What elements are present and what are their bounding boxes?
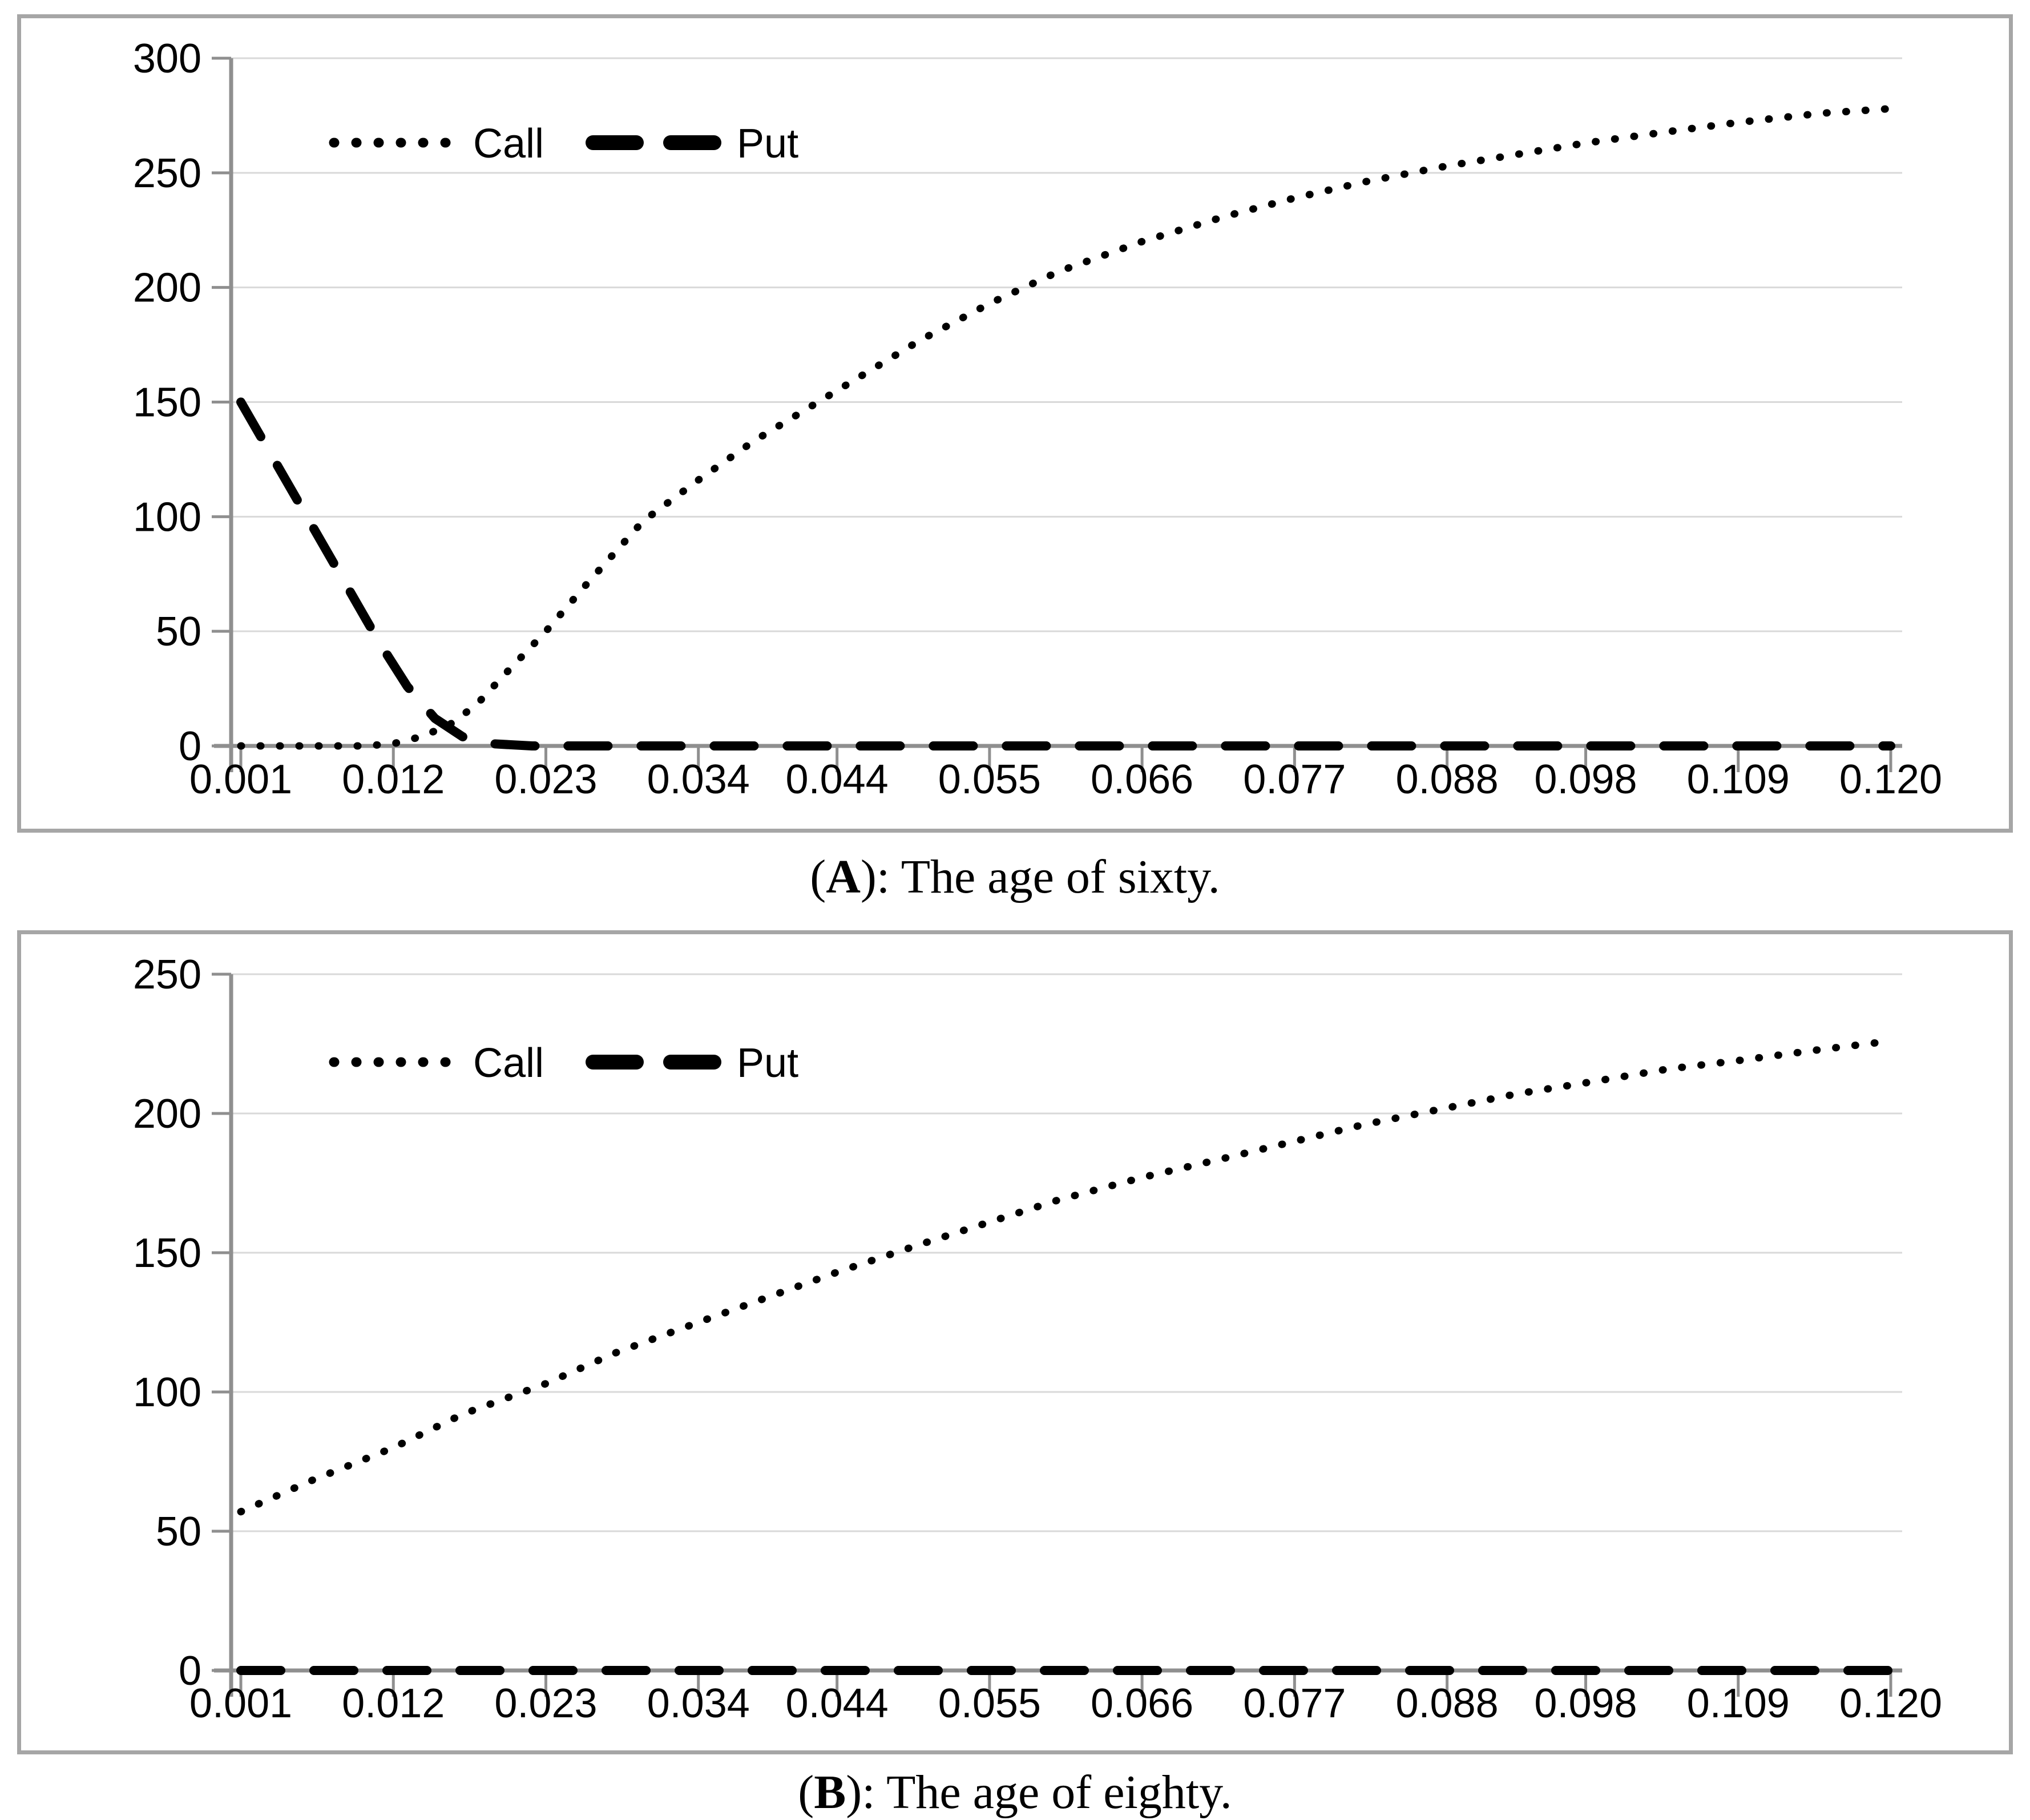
y-axis-label: 150	[133, 1230, 201, 1276]
chart-svg-a: 0 50 100 150 200 250 300 0.001 0.012 0.023 0.034 0.…	[133, 36, 1942, 802]
y-axis-label: 0	[179, 1648, 201, 1694]
x-axis-label: 0.001	[189, 1681, 292, 1726]
caption-b-letter: B	[814, 1766, 846, 1819]
x-axis-label: 0.023	[494, 1681, 597, 1726]
y-axis-label: 200	[133, 265, 201, 311]
x-axis-label: 0.001	[189, 757, 292, 802]
y-axis-label: 100	[133, 1370, 201, 1415]
x-axis-label: 0.055	[938, 757, 1041, 802]
x-axis-label: 0.088	[1395, 757, 1498, 802]
y-axis-label: 200	[133, 1091, 201, 1137]
chart-age-sixty: 0 50 100 150 200 250 300 0.001 0.012 0.023 0.034 0.…	[17, 14, 2013, 833]
caption-a-rest: ): The age of sixty.	[860, 850, 1220, 903]
x-axis-label: 0.120	[1839, 757, 1942, 802]
legend-call-label: Call	[473, 1040, 544, 1086]
x-axis-label: 0.066	[1091, 757, 1193, 802]
x-axis-label: 0.109	[1687, 1681, 1790, 1726]
caption-b-text: (B): The age of eighty.	[798, 1766, 1232, 1819]
caption-b: (B): The age of eighty.	[0, 1765, 2030, 1820]
x-axis-label: 0.077	[1243, 757, 1346, 802]
x-axis-label: 0.034	[647, 757, 750, 802]
x-axis-label: 0.055	[938, 1681, 1041, 1726]
y-axis-label: 300	[133, 36, 201, 82]
call-series	[237, 104, 1895, 750]
x-axis-label: 0.023	[494, 757, 597, 802]
x-axis-label: 0.012	[342, 1681, 445, 1726]
y-axis-label: 250	[133, 151, 201, 196]
x-axis-label: 0.098	[1534, 757, 1637, 802]
x-axis-label: 0.120	[1839, 1681, 1942, 1726]
chart-svg-b: 0 50 100 150 200 250 0.001 0.012 0.023 0.034 0.044…	[133, 952, 1942, 1726]
y-axis-label: 150	[133, 380, 201, 426]
caption-a-open: (	[810, 850, 826, 903]
x-axis-label: 0.109	[1687, 757, 1790, 802]
x-axis-label: 0.044	[786, 1681, 889, 1726]
x-axis-label: 0.077	[1243, 1681, 1346, 1726]
legend: Call Put	[329, 121, 798, 167]
legend-call-label: Call	[473, 121, 544, 167]
x-axis-label: 0.098	[1534, 1681, 1637, 1726]
put-series	[236, 397, 1895, 750]
chart-age-eighty: 0 50 100 150 200 250 0.001 0.012 0.023 0.034 0.044…	[17, 930, 2013, 1754]
x-axis-label: 0.044	[786, 757, 889, 802]
legend: Call Put	[329, 1040, 798, 1086]
y-axis-label: 0	[179, 724, 201, 769]
caption-b-rest: ): The age of eighty.	[846, 1766, 1232, 1819]
caption-b-open: (	[798, 1766, 814, 1819]
call-series	[237, 1037, 1895, 1516]
y-axis-label: 250	[133, 952, 201, 998]
x-axis-label: 0.088	[1395, 1681, 1498, 1726]
caption-a-letter: A	[826, 850, 861, 903]
caption-a-text: (A): The age of sixty.	[810, 850, 1220, 903]
legend-put-label: Put	[737, 1040, 798, 1086]
legend-put-label: Put	[737, 121, 798, 167]
x-axis-label: 0.066	[1091, 1681, 1193, 1726]
caption-a: (A): The age of sixty.	[0, 849, 2030, 905]
x-axis-label: 0.012	[342, 757, 445, 802]
x-axis-label: 0.034	[647, 1681, 750, 1726]
y-axis-label: 100	[133, 494, 201, 540]
y-axis-label: 50	[156, 1509, 201, 1555]
y-axis-label: 50	[156, 609, 201, 655]
